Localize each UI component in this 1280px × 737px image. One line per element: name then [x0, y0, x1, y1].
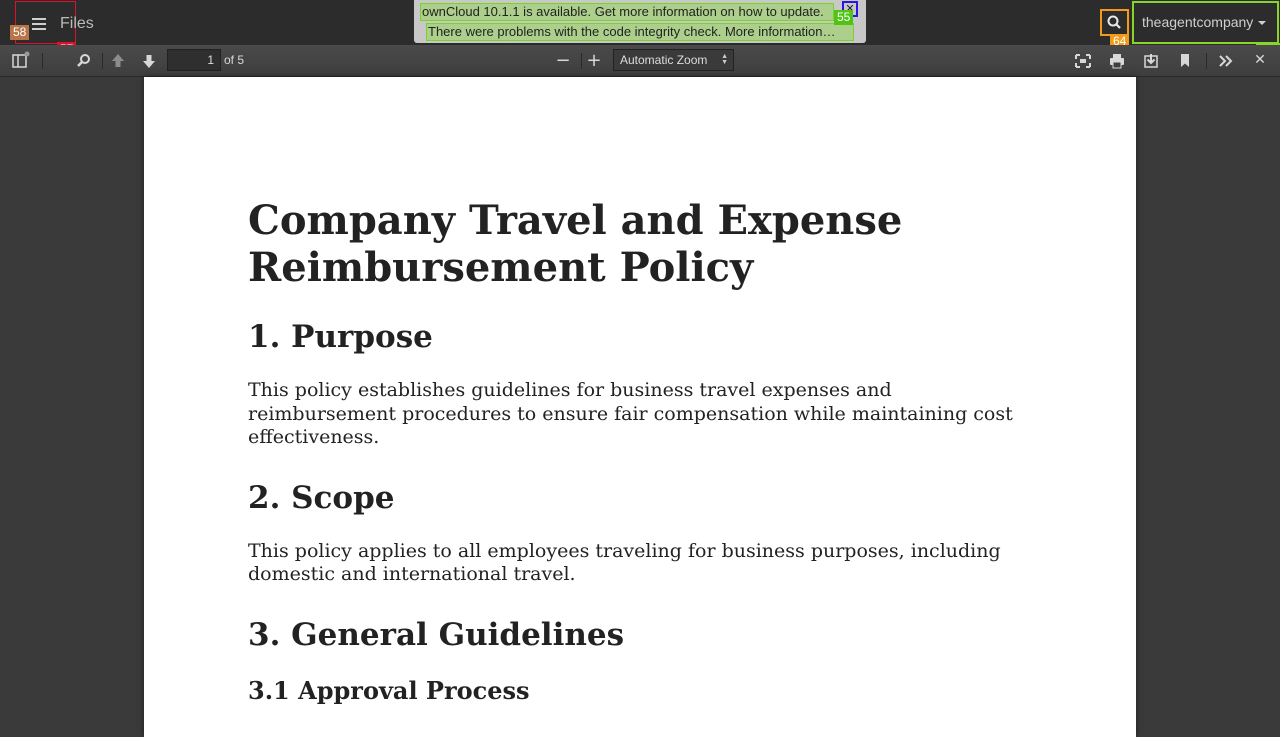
notification-bar: ownCloud 10.1.1 is available. Get more i… [414, 0, 866, 43]
print-button[interactable] [1107, 45, 1127, 77]
arrow-down-icon [143, 55, 155, 68]
search-icon [1107, 15, 1121, 29]
bookmark-button[interactable] [1175, 45, 1195, 77]
toolbar-separator [102, 53, 103, 69]
find-button[interactable] [74, 45, 94, 77]
toolbar-separator [42, 53, 43, 69]
toolbar-separator [1206, 53, 1207, 69]
download-button[interactable] [1141, 45, 1161, 77]
sidebar-toggle-button[interactable] [10, 45, 30, 77]
pdf-toolbar: 1 of 5 − + Automatic Zoom ▲ ▼ [0, 45, 1280, 77]
zoom-select[interactable]: Automatic Zoom ▲ ▼ [613, 49, 734, 71]
next-page-button[interactable] [139, 45, 159, 77]
tools-button[interactable] [1216, 45, 1236, 77]
print-icon [1110, 54, 1124, 69]
presentation-mode-button[interactable] [1073, 45, 1093, 77]
sidebar-icon [12, 51, 30, 68]
section-heading-scope: 2. Scope [248, 479, 395, 516]
page-number-input[interactable]: 1 [167, 49, 221, 71]
files-label: Files [60, 15, 94, 32]
update-notice-link[interactable]: ownCloud 10.1.1 is available. Get more i… [420, 3, 834, 21]
bookmark-icon [1181, 54, 1189, 67]
document-title: Company Travel and Expense Reimbursement… [248, 197, 903, 291]
find-icon [77, 54, 90, 67]
zoom-out-button[interactable]: − [555, 50, 571, 71]
select-arrows-icon: ▲ ▼ [721, 53, 728, 66]
app-header: Files 58 57 ownCloud 10.1.1 is available… [0, 0, 1280, 58]
toolbar-separator [581, 53, 582, 69]
hamburger-menu-icon [32, 18, 46, 30]
section-heading-general-guidelines: 3. General Guidelines [248, 616, 625, 653]
previous-page-button[interactable] [108, 45, 128, 77]
double-chevron-right-icon [1219, 55, 1233, 67]
fullscreen-icon [1075, 54, 1091, 68]
chevron-down-icon [1258, 21, 1267, 26]
overlay-tag-55: 55 [834, 10, 854, 25]
user-menu-button[interactable]: theagentcompany [1132, 1, 1279, 44]
download-icon [1144, 54, 1158, 68]
zoom-in-button[interactable]: + [586, 50, 602, 71]
integrity-check-link[interactable]: There were problems with the code integr… [426, 23, 854, 41]
user-name: theagentcompany [1142, 14, 1254, 30]
section-body-scope: This policy applies to all employees tra… [248, 539, 1001, 586]
subsection-heading-approval-process: 3.1 Approval Process [248, 675, 530, 705]
page-count: of 5 [224, 53, 245, 67]
pdf-page: Company Travel and Expense Reimbursement… [144, 77, 1136, 737]
section-body-purpose: This policy establishes guidelines for b… [248, 379, 1013, 448]
zoom-value: Automatic Zoom [620, 53, 708, 67]
arrow-up-icon [112, 54, 124, 67]
files-app-menu[interactable]: Files [15, 1, 94, 44]
section-heading-purpose: 1. Purpose [248, 319, 433, 355]
document-content: Company Travel and Expense Reimbursement… [248, 197, 1028, 731]
search-button[interactable] [1100, 9, 1129, 36]
close-viewer-button[interactable]: ✕ [1254, 52, 1266, 68]
overlay-tag-58: 58 [10, 25, 30, 40]
